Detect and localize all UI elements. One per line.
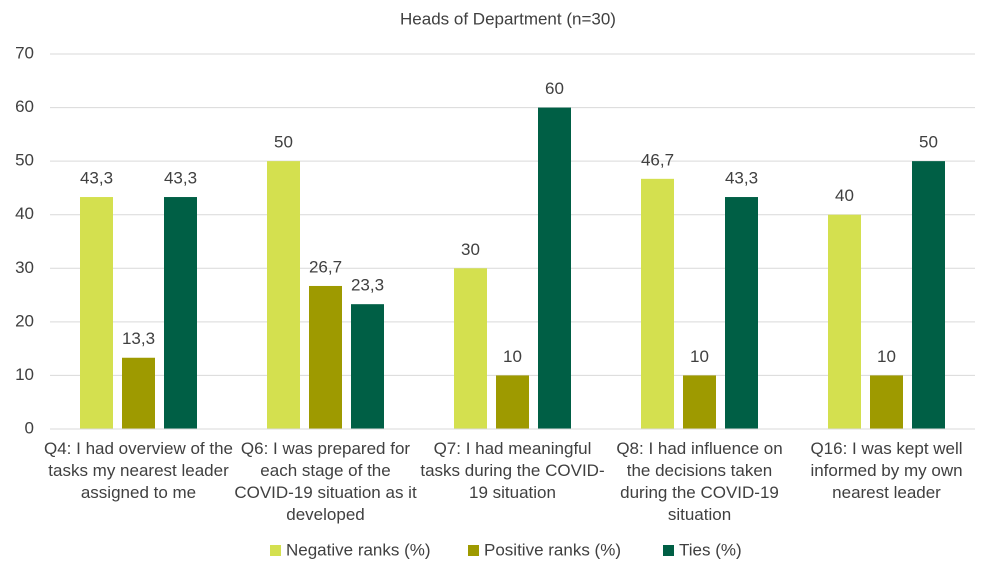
bar: [454, 268, 487, 429]
y-tick-label: 30: [15, 258, 34, 277]
y-tick-label: 0: [25, 418, 34, 437]
x-tick-label: Q6: I was prepared for each stage of the…: [234, 439, 417, 524]
bar: [267, 161, 300, 429]
legend-label: Negative ranks (%): [286, 540, 431, 559]
data-label: 10: [503, 347, 522, 366]
bar: [641, 178, 674, 429]
bar: [122, 357, 155, 429]
data-label: 46,7: [641, 150, 674, 169]
data-label: 13,3: [122, 329, 155, 348]
bar: [912, 161, 945, 429]
bar: [496, 375, 529, 429]
y-tick-label: 10: [15, 365, 34, 384]
bar: [828, 214, 861, 429]
data-label: 43,3: [164, 169, 197, 188]
bar: [870, 375, 903, 429]
data-label: 43,3: [725, 169, 758, 188]
bar: [164, 197, 197, 429]
legend-label: Ties (%): [679, 540, 742, 559]
legend-swatch: [468, 545, 479, 556]
y-tick-label: 40: [15, 204, 34, 223]
data-label: 30: [461, 240, 480, 259]
data-label: 26,7: [309, 257, 342, 276]
y-tick-label: 20: [15, 311, 34, 330]
data-label: 10: [877, 347, 896, 366]
data-label: 43,3: [80, 169, 113, 188]
x-tick-label: Q4: I had overview of the tasks my neare…: [44, 439, 233, 502]
x-tick-label: Q7: I had meaningful tasks during the CO…: [420, 439, 605, 502]
data-label: 10: [690, 347, 709, 366]
data-label: 50: [919, 133, 938, 152]
bar: [80, 197, 113, 429]
legend-swatch: [270, 545, 281, 556]
data-label: 23,3: [351, 276, 384, 295]
legend-label: Positive ranks (%): [484, 540, 621, 559]
data-label: 50: [274, 133, 293, 152]
bar: [725, 197, 758, 429]
chart-title: Heads of Department (n=30): [400, 9, 616, 28]
x-tick-label: Q8: I had influence on the decisions tak…: [616, 439, 783, 524]
y-tick-label: 50: [15, 151, 34, 170]
bar: [351, 304, 384, 429]
bar: [538, 107, 571, 430]
y-tick-label: 60: [15, 97, 34, 116]
y-tick-label: 70: [15, 43, 34, 62]
x-tick-label: Q16: I was kept well informed by my own …: [810, 439, 963, 502]
data-label: 40: [835, 186, 854, 205]
bar: [683, 375, 716, 429]
legend-swatch: [663, 545, 674, 556]
bar: [309, 285, 342, 429]
data-label: 60: [545, 79, 564, 98]
